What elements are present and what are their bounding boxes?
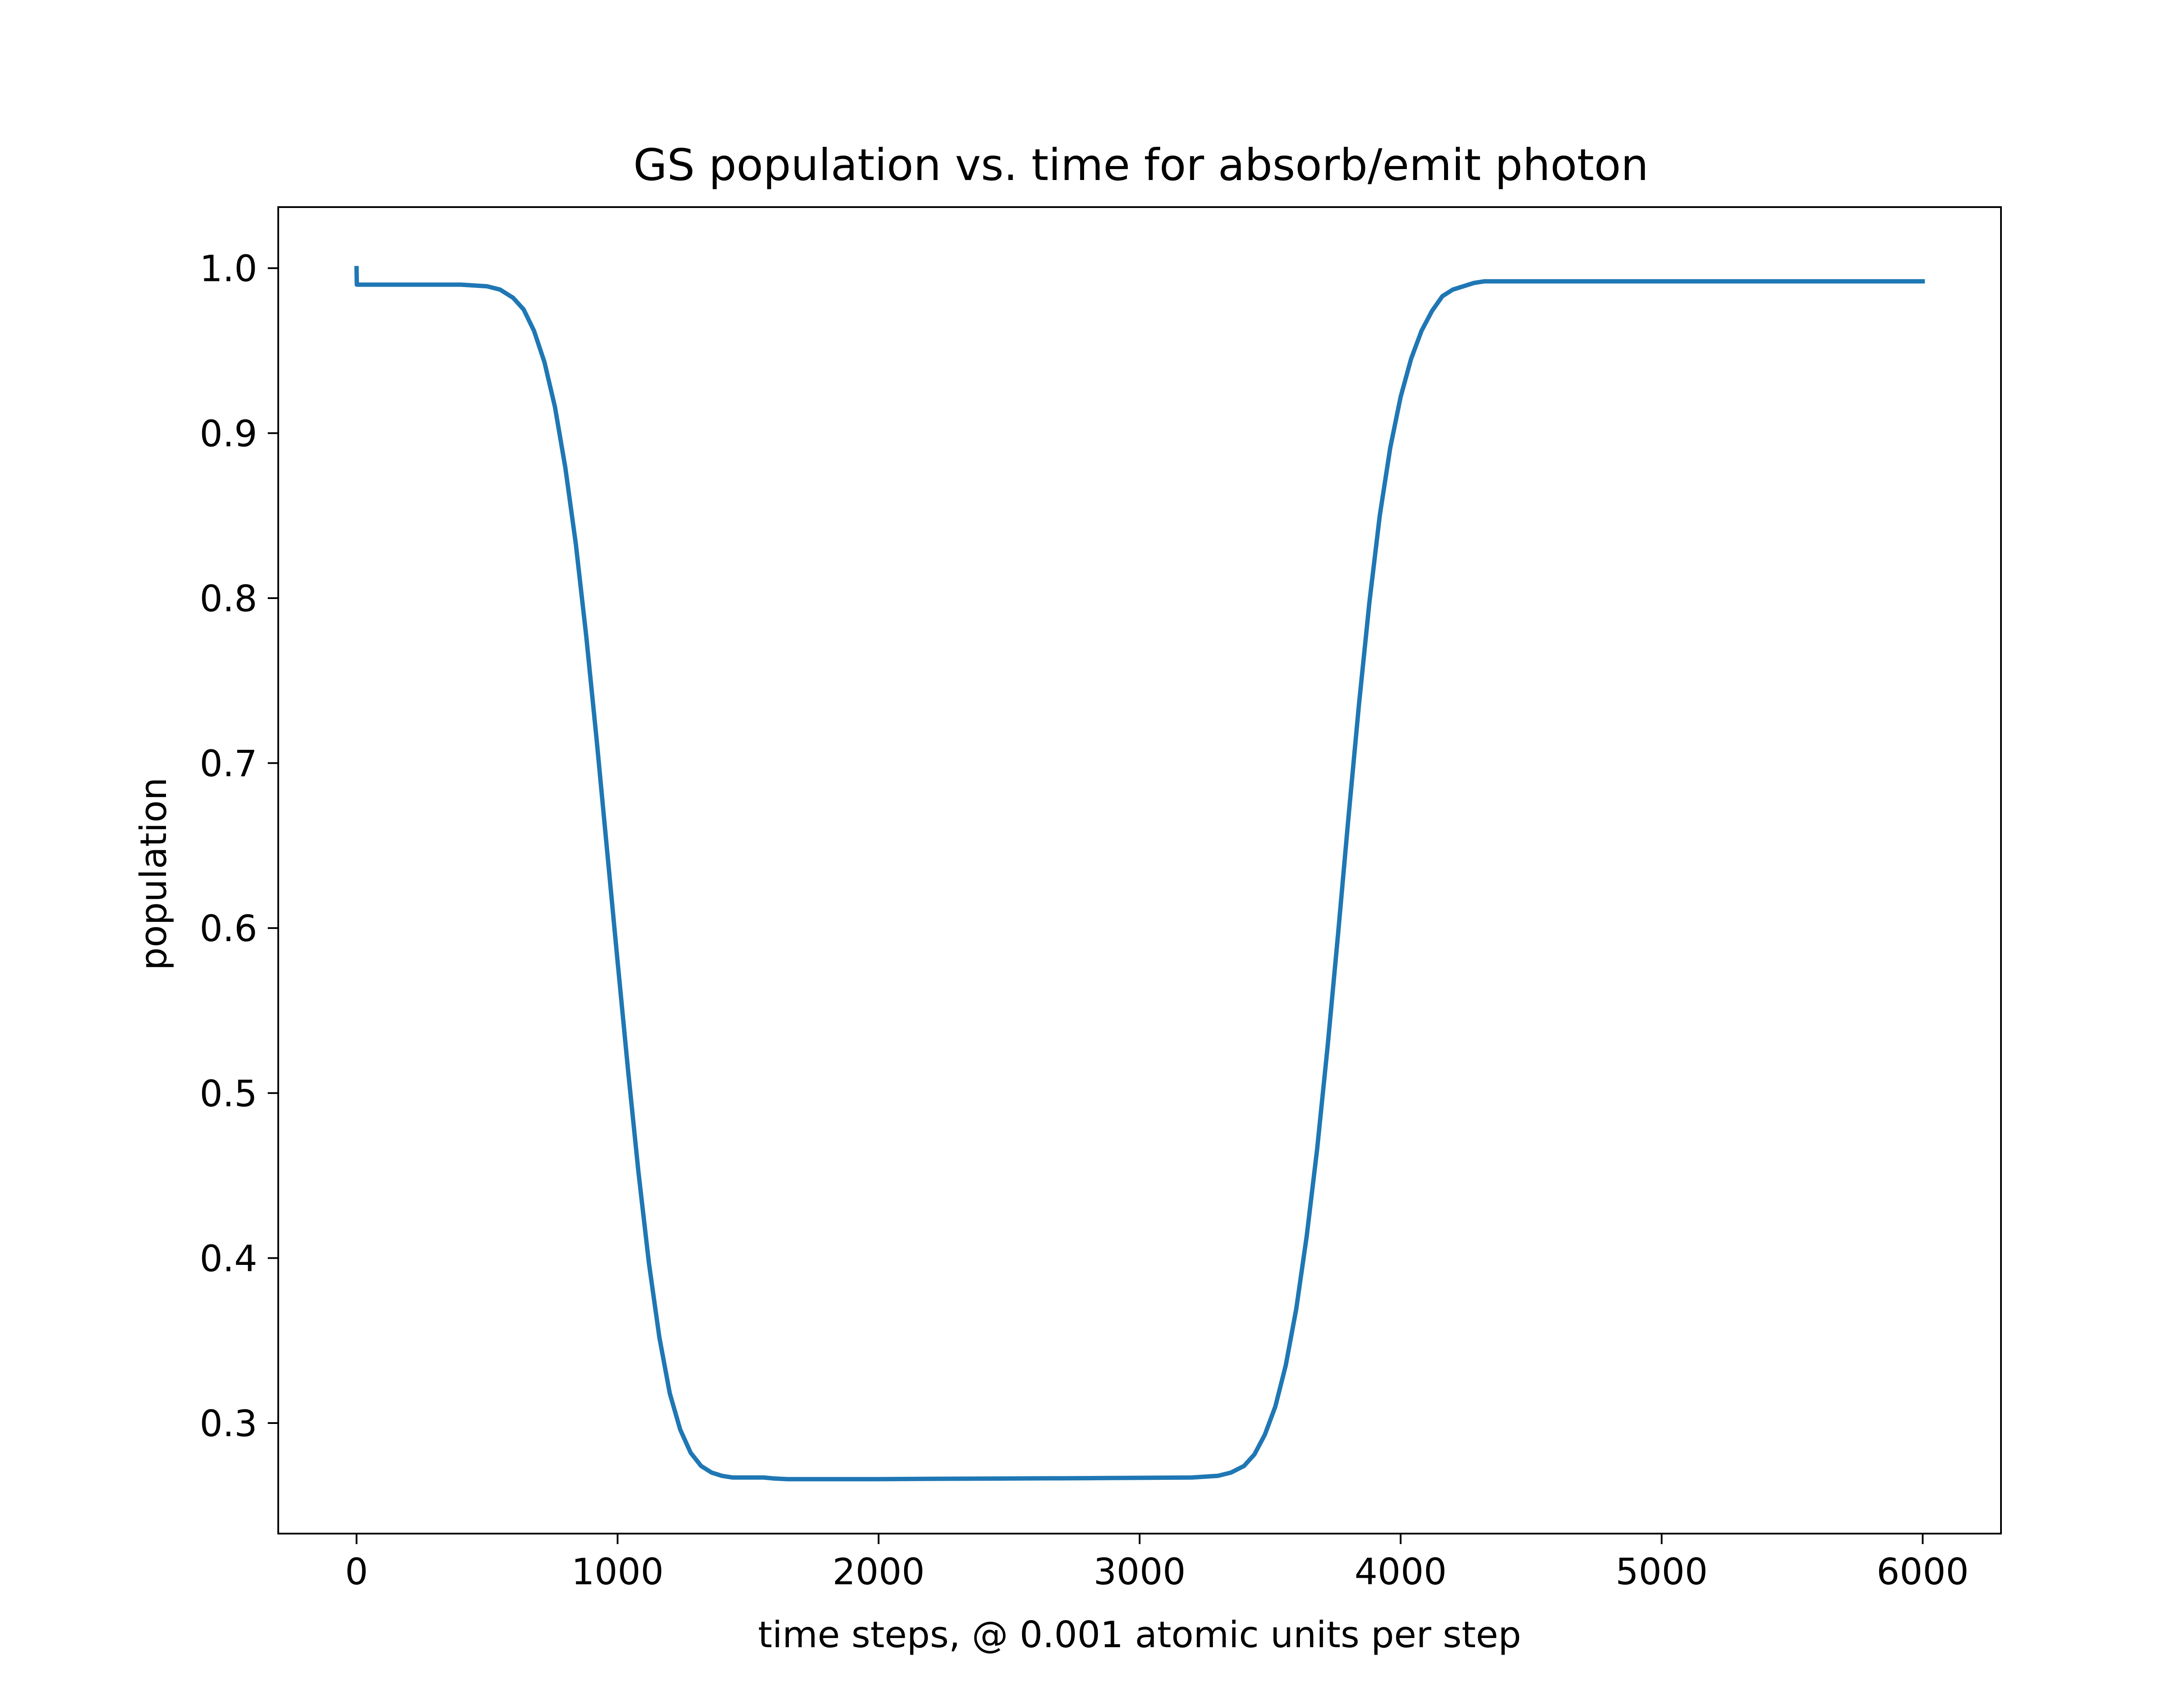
plot-frame xyxy=(277,206,2002,1534)
y-tick-label: 0.4 xyxy=(200,1237,257,1280)
y-tick-label: 0.8 xyxy=(200,578,257,620)
tick-layer: 0 1000 2000 3000 4000 5000 6000 0.3 0.4 0.5 0.6 0.7… xyxy=(200,248,1969,1593)
series-line xyxy=(354,266,1925,1482)
y-tick-label: 0.6 xyxy=(200,907,257,950)
x-tick-label: 6000 xyxy=(1876,1551,1969,1593)
y-tick-label: 0.5 xyxy=(200,1073,257,1115)
y-tick-label: 0.3 xyxy=(200,1403,257,1445)
plot-area xyxy=(278,207,2001,1534)
x-tick-label: 1000 xyxy=(571,1551,663,1593)
x-tick-label: 0 xyxy=(345,1551,368,1593)
chart-title: GS population vs. time for absorb/emit p… xyxy=(633,139,1648,190)
x-tick-label: 4000 xyxy=(1355,1551,1447,1593)
y-tick-label: 0.7 xyxy=(200,743,257,785)
x-tick-label: 3000 xyxy=(1093,1551,1185,1593)
x-tick-label: 2000 xyxy=(833,1551,925,1593)
x-tick-label: 5000 xyxy=(1616,1551,1708,1593)
y-tick-label: 0.9 xyxy=(200,412,257,455)
y-tick-label: 1.0 xyxy=(200,248,257,290)
y-axis-label: population xyxy=(132,777,175,970)
x-axis-label: time steps, @ 0.001 atomic units per ste… xyxy=(758,1614,1521,1656)
